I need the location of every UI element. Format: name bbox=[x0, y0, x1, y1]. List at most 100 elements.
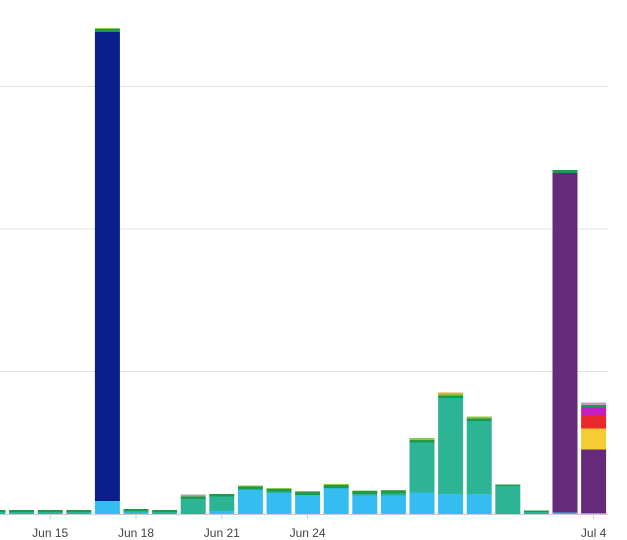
bar-segment[interactable] bbox=[237, 489, 263, 515]
bar-jun-29[interactable] bbox=[438, 392, 464, 515]
bar-segment[interactable] bbox=[123, 511, 149, 513]
bar-segment[interactable] bbox=[352, 490, 378, 492]
bar-segment[interactable] bbox=[209, 496, 235, 512]
bar-segment[interactable] bbox=[552, 170, 578, 173]
bar-segment[interactable] bbox=[438, 398, 464, 494]
bar-jun-16[interactable] bbox=[66, 510, 92, 514]
bar-segment[interactable] bbox=[438, 394, 464, 396]
bar-segment[interactable] bbox=[466, 421, 492, 494]
bar-segment[interactable] bbox=[581, 402, 607, 406]
bar-jun-14[interactable] bbox=[9, 510, 35, 514]
bar-segment[interactable] bbox=[323, 484, 349, 485]
bar-jun-13[interactable] bbox=[0, 510, 6, 514]
bar-segment[interactable] bbox=[466, 418, 492, 422]
bar-segment[interactable] bbox=[94, 501, 120, 514]
bar-segment[interactable] bbox=[237, 486, 263, 490]
gridlines bbox=[0, 86, 608, 372]
bar-segment[interactable] bbox=[380, 495, 406, 515]
bar-jun-15[interactable] bbox=[37, 510, 63, 514]
bar-segment[interactable] bbox=[409, 442, 435, 493]
bar-jun-23[interactable] bbox=[266, 488, 292, 514]
bar-segment[interactable] bbox=[438, 392, 464, 395]
bar-segment[interactable] bbox=[523, 512, 549, 514]
bar-segment[interactable] bbox=[581, 415, 607, 429]
bar-segment[interactable] bbox=[180, 499, 206, 514]
bar-segment[interactable] bbox=[581, 449, 607, 514]
bar-jun-17[interactable] bbox=[94, 28, 120, 514]
bar-jun-25[interactable] bbox=[323, 484, 349, 515]
bar-segment[interactable] bbox=[266, 491, 292, 494]
bar-segment[interactable] bbox=[380, 490, 406, 494]
bar-segment[interactable] bbox=[352, 491, 378, 494]
bar-segment[interactable] bbox=[266, 489, 292, 492]
bar-segment[interactable] bbox=[66, 510, 92, 512]
bar-jun-21[interactable] bbox=[209, 494, 235, 514]
bar-segment[interactable] bbox=[9, 512, 35, 514]
bar-segment[interactable] bbox=[94, 28, 120, 29]
bar-segment[interactable] bbox=[37, 510, 63, 512]
bar-segment[interactable] bbox=[466, 416, 492, 419]
bar-jun-24[interactable] bbox=[295, 491, 321, 514]
bar-jun-26[interactable] bbox=[352, 490, 378, 515]
bar-segment[interactable] bbox=[180, 496, 206, 500]
bar-jul-3[interactable] bbox=[552, 170, 578, 515]
bar-segment[interactable] bbox=[438, 395, 464, 399]
x-tick-label: Jul 4 bbox=[581, 526, 607, 540]
bar-segment[interactable] bbox=[466, 494, 492, 514]
bar-segment[interactable] bbox=[66, 512, 92, 514]
bar-segment[interactable] bbox=[0, 510, 6, 512]
bar-segment[interactable] bbox=[295, 492, 321, 495]
bar-jul-1[interactable] bbox=[495, 484, 521, 515]
bar-jul-2[interactable] bbox=[523, 510, 549, 515]
bar-segment[interactable] bbox=[237, 485, 263, 487]
bar-segment[interactable] bbox=[552, 173, 578, 513]
bar-segment[interactable] bbox=[581, 407, 607, 416]
bar-segment[interactable] bbox=[295, 495, 321, 514]
bar-segment[interactable] bbox=[323, 488, 349, 515]
bar-segment[interactable] bbox=[209, 511, 235, 514]
bar-segment[interactable] bbox=[581, 405, 607, 408]
bar-segment[interactable] bbox=[581, 428, 607, 450]
bar-segment[interactable] bbox=[180, 494, 206, 497]
bar-segment[interactable] bbox=[295, 491, 321, 492]
bar-segment[interactable] bbox=[37, 512, 63, 514]
bar-segment[interactable] bbox=[409, 440, 435, 443]
bar-segment[interactable] bbox=[409, 492, 435, 515]
bar-segment[interactable] bbox=[0, 512, 6, 514]
bar-segment[interactable] bbox=[152, 512, 178, 514]
bar-segment[interactable] bbox=[581, 513, 607, 514]
bar-jun-20[interactable] bbox=[180, 494, 206, 515]
bar-segment[interactable] bbox=[352, 495, 378, 515]
bar-jun-27[interactable] bbox=[380, 490, 406, 515]
bar-segment[interactable] bbox=[438, 494, 464, 514]
bar-segment[interactable] bbox=[9, 510, 35, 512]
x-tick-label: Jun 15 bbox=[32, 526, 68, 540]
bar-segment[interactable] bbox=[495, 484, 521, 487]
bar-segment[interactable] bbox=[323, 485, 349, 488]
x-axis-ticks: Jun 15 Jun 18 Jun 21 Jun 24 Jul 4 bbox=[32, 514, 607, 540]
bar-jun-22[interactable] bbox=[237, 485, 263, 515]
bar-jul-4[interactable] bbox=[581, 402, 607, 515]
bar-segment[interactable] bbox=[123, 509, 149, 511]
bar-segment[interactable] bbox=[152, 510, 178, 512]
bar-segment[interactable] bbox=[380, 493, 406, 496]
bar-jun-19[interactable] bbox=[152, 510, 178, 514]
x-tick-label: Jun 18 bbox=[118, 526, 154, 540]
bar-segment[interactable] bbox=[323, 488, 349, 489]
bar-jun-28[interactable] bbox=[409, 438, 435, 515]
bar-segment[interactable] bbox=[94, 32, 120, 501]
bar-segment[interactable] bbox=[266, 488, 292, 489]
bar-segment[interactable] bbox=[523, 510, 549, 513]
bar-segment[interactable] bbox=[266, 493, 292, 514]
bar-jun-18[interactable] bbox=[123, 509, 149, 515]
bar-segment[interactable] bbox=[495, 486, 521, 514]
bar-segment[interactable] bbox=[94, 29, 120, 32]
bar-segment[interactable] bbox=[352, 494, 378, 496]
bar-segment[interactable] bbox=[380, 490, 406, 491]
bar-jun-30[interactable] bbox=[466, 416, 492, 515]
bar-segment[interactable] bbox=[409, 438, 435, 440]
bar-segment[interactable] bbox=[123, 512, 149, 515]
bar-segment[interactable] bbox=[209, 494, 235, 497]
bar-segment[interactable] bbox=[552, 512, 578, 515]
